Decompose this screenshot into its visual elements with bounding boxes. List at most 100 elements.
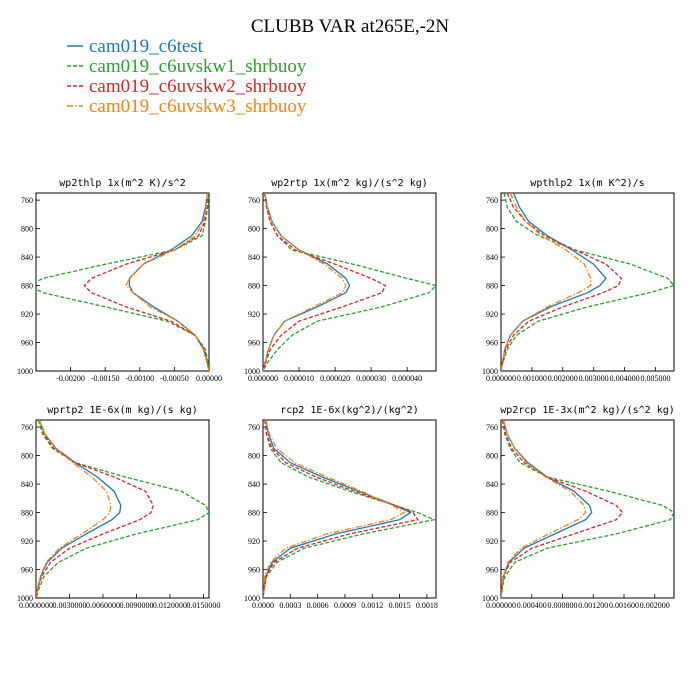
series-line-1 [36,420,122,598]
x-tick-label: 0.001200 [578,601,608,610]
x-tick-label: 0.0090000 [119,601,153,610]
x-tick-label: 0.0000000 [19,601,53,610]
panel-title: wprtp2 1E-6x(m kg)/(s kg) [47,405,198,416]
y-tick-label: 880 [248,282,260,291]
x-tick-label: 0.000000 [486,601,516,610]
x-tick-label: 0.00000 [196,374,222,383]
legend-label: cam019_c6uvskw1_shrbuoy [89,56,307,77]
series-line-4 [501,420,587,598]
y-tick-label: 920 [21,310,33,319]
y-tick-label: 840 [248,253,260,262]
y-tick-label: 840 [248,480,260,489]
y-tick-label: 920 [21,537,33,546]
y-tick-label: 920 [248,310,260,319]
panel: wpthlp2 1x(m K^2)/s 760 800 840 880 920 960 100… [482,178,675,383]
plot-frame [500,419,675,599]
x-tick-label: -0.00100 [125,374,154,383]
x-tick-label: 0.000010 [284,374,314,383]
y-tick-label: 960 [486,339,498,348]
panels: wp2thlp 1x(m^2 K)/s^2 760 800 840 880 920 960 1… [17,178,675,610]
series-line-2 [501,193,674,371]
chart-title: CLUBB VAR at265E,-2N [251,16,450,37]
x-tick-label: 0.002000 [548,374,578,383]
y-tick-label: 880 [248,509,260,518]
x-tick-label: 0.0015 [389,601,411,610]
y-tick-label: 840 [21,253,33,262]
panel-title: wp2thlp 1x(m^2 K)/s^2 [59,178,185,189]
legend-label: cam019_c6test [89,36,204,57]
legend-label: cam019_c6uvskw2_shrbuoy [89,76,307,97]
x-tick-label: 0.0060000 [86,601,120,610]
x-tick-label: 0.0000 [252,601,274,610]
legend-item: cam019_c6uvskw2_shrbuoy [67,76,307,97]
y-tick-label: 1000 [244,594,260,603]
y-tick-label: 920 [486,310,498,319]
y-tick-label: 960 [248,566,260,575]
series-line-3 [501,193,623,371]
panel: wp2rtp 1x(m^2 kg)/(s^2 kg) 760 800 840 880 92… [244,178,437,383]
plot-frame [500,192,675,372]
y-tick-label: 840 [486,480,498,489]
y-tick-label: 960 [486,566,498,575]
x-tick-label: 0.001000 [517,374,547,383]
y-tick-label: 920 [248,537,260,546]
series-line-2 [263,193,436,371]
plot-frame [262,192,437,372]
y-tick-label: 760 [248,423,260,432]
x-tick-label: 0.0120000 [153,601,187,610]
x-tick-label: 0.0030000 [52,601,86,610]
x-tick-label: 0.000400 [517,601,547,610]
panel-title: wpthlp2 1x(m K^2)/s [530,178,644,189]
y-tick-label: 1000 [17,367,33,376]
y-tick-label: 840 [21,480,33,489]
series-line-4 [501,193,592,371]
panel: wprtp2 1E-6x(m kg)/(s kg) 760 800 840 880 920… [17,405,220,610]
x-tick-label: -0.00150 [91,374,120,383]
y-tick-label: 920 [486,537,498,546]
x-tick-label: 0.0009 [334,601,356,610]
legend-item: cam019_c6test [67,36,204,57]
series-line-4 [36,420,112,598]
series-line-3 [263,193,387,371]
x-tick-label: 0.001600 [609,601,639,610]
series-line-3 [83,193,209,371]
y-tick-label: 960 [248,339,260,348]
series-line-2 [36,193,209,371]
y-tick-label: 840 [486,253,498,262]
x-tick-label: 0.000800 [548,601,578,610]
series-line-1 [263,420,412,598]
y-tick-label: 800 [21,452,33,461]
x-tick-label: 0.000000 [248,374,278,383]
x-tick-label: 0.002000 [640,601,670,610]
series-line-4 [263,420,406,598]
y-tick-label: 1000 [482,594,498,603]
x-tick-label: -0.00200 [56,374,85,383]
panel: wp2rcp 1E-3x(m^2 kg)/(s^2 kg)760 800 840 88… [482,405,675,610]
plot-frame [262,419,437,599]
series-line-4 [125,193,209,371]
x-tick-label: 0.0012 [361,601,383,610]
series-line-1 [263,193,351,371]
series-line-2 [36,420,209,598]
x-tick-label: 0.000040 [392,374,422,383]
x-tick-label: 0.0150000 [186,601,220,610]
legend-item: cam019_c6uvskw1_shrbuoy [67,56,307,77]
series-line-4 [263,193,347,371]
panel: wp2thlp 1x(m^2 K)/s^2 760 800 840 880 920 960 1… [17,178,222,383]
plot-frame [35,419,210,599]
legend-label: cam019_c6uvskw3_shrbuoy [89,96,307,117]
x-tick-label: 0.004000 [610,374,640,383]
panel: rcp2 1E-6x(kg^2)/(kg^2) 760 800 840 880 920 96… [244,405,438,610]
panel-title: rcp2 1E-6x(kg^2)/(kg^2) [280,405,418,416]
y-tick-label: 760 [486,423,498,432]
panel-title: wp2rcp 1E-3x(m^2 kg)/(s^2 kg) [500,405,675,416]
y-tick-label: 800 [248,452,260,461]
y-tick-label: 880 [21,282,33,291]
y-tick-label: 880 [486,282,498,291]
x-tick-label: 0.0003 [279,601,301,610]
x-tick-label: -0.00050 [160,374,189,383]
legend: cam019_c6testcam019_c6uvskw1_shrbuoycam0… [67,36,307,117]
y-tick-label: 880 [486,509,498,518]
plot-frame [35,192,210,372]
